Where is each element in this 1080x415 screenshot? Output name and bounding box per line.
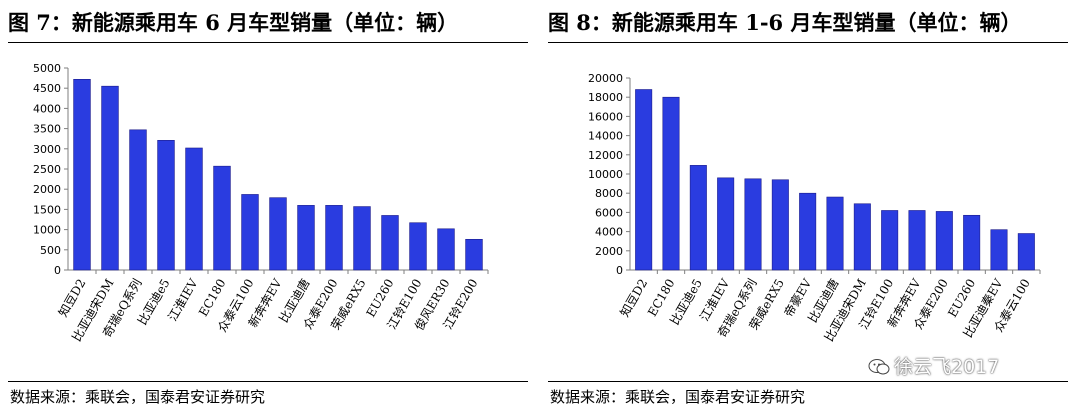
y-tick-label: 4500 — [33, 82, 61, 95]
y-tick-label: 2000 — [33, 183, 61, 196]
bar — [744, 178, 762, 271]
figure-8-chart: 0 2000 4000 6000 8000 10000 12000 14000 16000 180… — [548, 50, 1068, 380]
y-tick-label: 14000 — [588, 130, 623, 143]
y-tick-label: 10000 — [588, 168, 623, 181]
y-tick-label: 4000 — [595, 226, 623, 239]
bar — [662, 96, 680, 271]
figure-7-chart: 0 500 1000 1500 2000 2500 3000 3500 4000 4500 5000… — [8, 50, 528, 380]
bar — [935, 211, 953, 271]
y-tick-label: 2000 — [595, 245, 623, 258]
y-tick-label: 500 — [40, 244, 61, 257]
bar — [353, 206, 371, 271]
wechat-icon — [868, 358, 890, 376]
bar — [853, 203, 871, 271]
y-tick-label: 8000 — [595, 187, 623, 200]
figure-7-title: 图 7：新能源乘用车 6 月车型销量（单位：辆） — [8, 10, 459, 35]
bar — [635, 89, 653, 271]
figure-7-panel: 图 7：新能源乘用车 6 月车型销量（单位：辆） 0 500 1000 1500 200… — [8, 0, 528, 415]
y-tick-label: 6000 — [595, 206, 623, 219]
figure-8-source: 数据来源：乘联会，国泰君安证券研究 — [550, 388, 806, 406]
bar — [269, 197, 287, 271]
y-tick-label: 16000 — [588, 110, 623, 123]
bar — [689, 165, 707, 271]
figure-7-chart-svg: 0 500 1000 1500 2000 2500 3000 3500 4000 4500 5000… — [33, 62, 489, 344]
y-tick-label: 20000 — [588, 72, 623, 85]
bar — [771, 179, 789, 271]
figure-7-top-rule — [8, 42, 528, 43]
y-tick-label: 3500 — [33, 123, 61, 136]
bar — [129, 129, 147, 271]
figure-8-chart-svg: 0 2000 4000 6000 8000 10000 12000 14000 16000 180… — [588, 72, 1041, 344]
y-tick-label: 2500 — [33, 163, 61, 176]
bar — [101, 85, 119, 271]
bar — [157, 140, 175, 271]
bar — [799, 192, 817, 271]
y-tick-label: 18000 — [588, 91, 623, 104]
y-tick-label: 4000 — [33, 102, 61, 115]
bar — [73, 79, 91, 271]
bar — [213, 165, 231, 271]
bar — [297, 205, 315, 271]
figure-8-title: 图 8：新能源乘用车 1-6 月车型销量（单位：辆） — [548, 10, 1022, 35]
bar — [381, 215, 399, 271]
y-tick-label: 12000 — [588, 149, 623, 162]
y-tick-label: 3000 — [33, 143, 61, 156]
figure-8-top-rule — [548, 42, 1068, 43]
bar — [185, 147, 203, 271]
bar — [1017, 233, 1035, 271]
y-tick-label: 1500 — [33, 203, 61, 216]
bar — [990, 229, 1008, 271]
figure-7-source: 数据来源：乘联会，国泰君安证券研究 — [10, 388, 266, 406]
y-tick-label: 1000 — [33, 224, 61, 237]
bar — [963, 214, 981, 271]
watermark: 徐云飞2017 — [868, 352, 999, 379]
y-tick-label: 0 — [54, 264, 61, 277]
bar — [465, 238, 483, 271]
bar — [717, 177, 735, 271]
bar — [241, 194, 259, 271]
y-tick-label: 5000 — [33, 62, 61, 75]
bar — [826, 196, 844, 271]
figure-8-panel: 图 8：新能源乘用车 1-6 月车型销量（单位：辆） 0 2000 4000 6000… — [548, 0, 1068, 415]
bar — [881, 210, 899, 271]
watermark-text: 徐云飞2017 — [894, 356, 1000, 378]
bar — [437, 228, 455, 271]
bar — [908, 210, 926, 271]
figure-7-bottom-rule — [8, 381, 528, 382]
bar — [409, 222, 427, 271]
figure-8-bottom-rule — [548, 381, 1068, 382]
y-tick-label: 0 — [616, 264, 623, 277]
bar — [325, 205, 343, 271]
